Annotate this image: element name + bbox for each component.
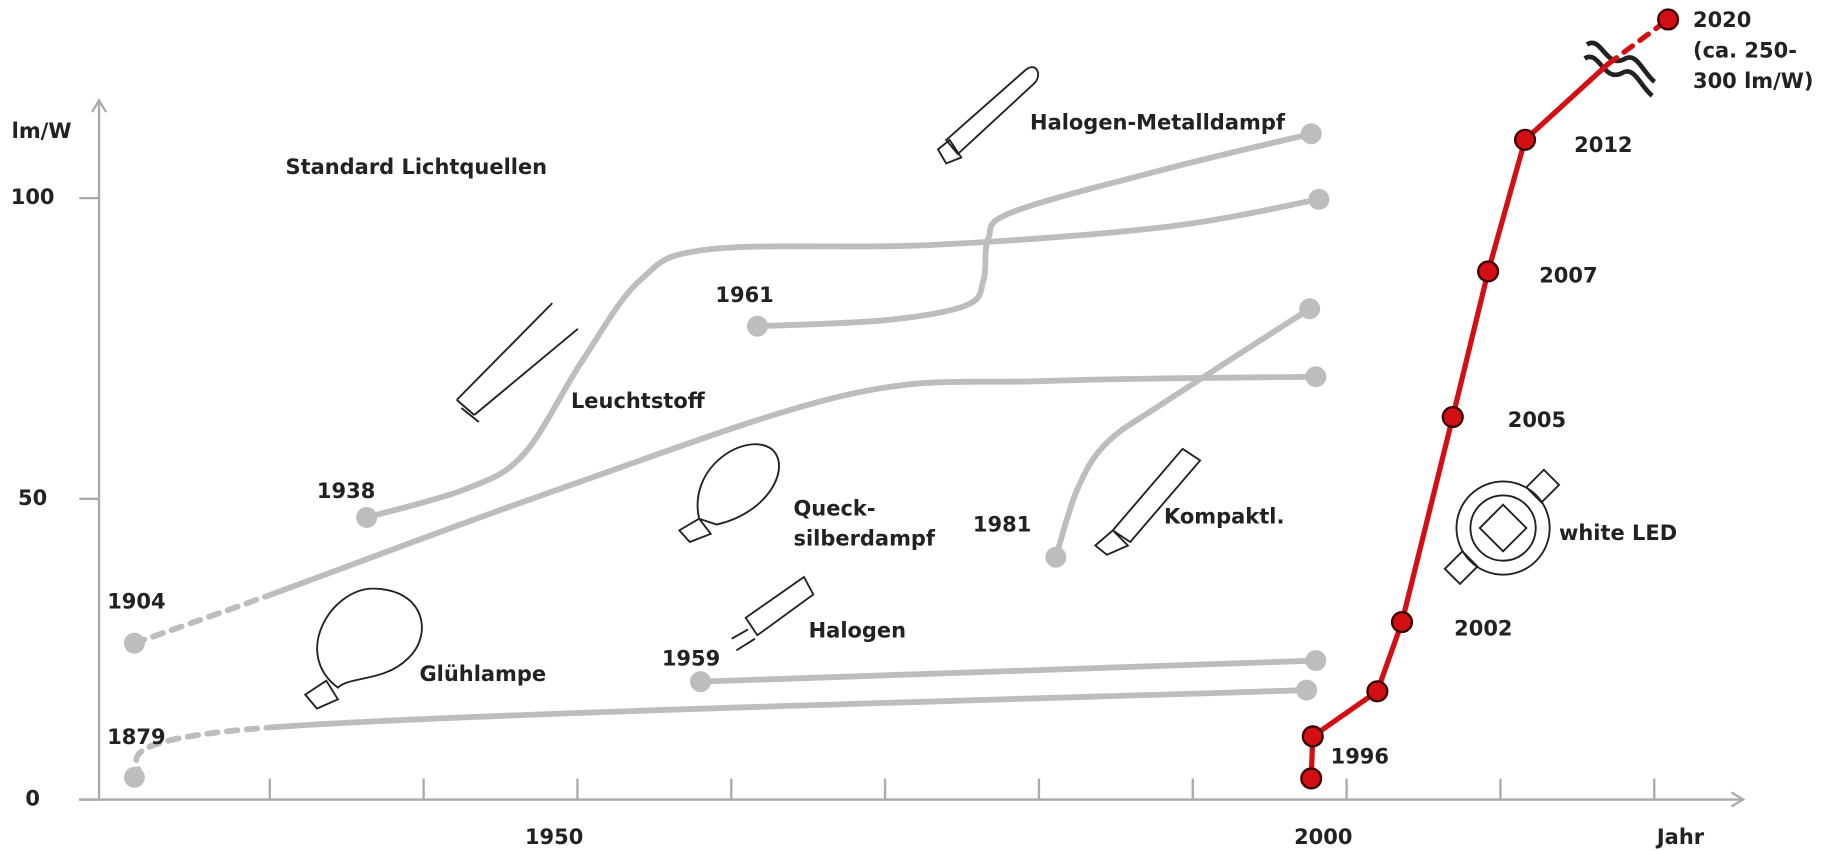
y-tick-label: 50 (18, 486, 47, 510)
series-label: Glühlampe (419, 662, 546, 686)
series-label: Halogen-Metalldampf (1030, 111, 1286, 135)
line-segment (1525, 64, 1608, 140)
line-segment (271, 690, 1306, 727)
line-segment (465, 454, 523, 489)
line-segment (1488, 140, 1525, 272)
point-marker (1367, 681, 1387, 701)
icon-mercury (679, 444, 779, 542)
point-marker (1303, 726, 1323, 746)
line-segment (1313, 691, 1378, 736)
point-marker (1392, 612, 1412, 632)
x-tick-label: 2000 (1294, 825, 1352, 849)
series-label: silberdampf (793, 527, 935, 551)
icon-bulb (317, 589, 422, 688)
x-tick-label: 1950 (525, 825, 583, 849)
line-segment (641, 249, 710, 280)
point-marker (124, 767, 145, 788)
icon-led-details (1445, 470, 1559, 584)
series-label: Queck- (793, 496, 875, 520)
point-marker (1515, 130, 1535, 150)
line-segment (1013, 169, 1165, 212)
line-segment (850, 381, 1048, 394)
y-tick-label: 100 (11, 185, 55, 209)
icon-halogen (732, 577, 814, 650)
series-label: Halogen (809, 619, 906, 643)
start-year-label: 1904 (107, 590, 165, 614)
chart: lm/W Jahr Standard Lichtquellen 0 50 100 19… (0, 0, 1827, 851)
series-label: Leuchtstoff (571, 389, 706, 413)
point-marker (1299, 298, 1320, 319)
point-marker (1296, 680, 1317, 701)
line-segment (367, 489, 465, 517)
line-segment (757, 320, 885, 326)
point-marker (747, 316, 768, 337)
start-year-label: 1959 (662, 647, 720, 671)
line-segment (984, 239, 989, 280)
point-marker (1301, 123, 1322, 144)
series-label: white LED (1559, 521, 1677, 545)
point-marker (124, 633, 145, 654)
chart-title: Standard Lichtquellen (285, 155, 547, 179)
point-label: 2005 (1508, 408, 1566, 432)
line-segment (1107, 402, 1165, 443)
line-segment (710, 245, 932, 249)
line-segment (931, 227, 1165, 245)
start-year-label: 1938 (317, 479, 375, 503)
point-marker (1478, 262, 1498, 282)
point-label: 2002 (1454, 616, 1512, 640)
start-year-label: 1961 (715, 283, 773, 307)
line-segment (1165, 199, 1319, 227)
line-segment (701, 661, 1316, 682)
point-marker (1045, 547, 1066, 568)
markers (124, 10, 1678, 789)
note-label: 300 lm/W) (1693, 69, 1813, 93)
line-segment (885, 305, 967, 320)
lines (134, 19, 1668, 778)
point-marker (1658, 10, 1678, 30)
point-marker (1305, 650, 1326, 671)
point-label: 1996 (1331, 745, 1389, 769)
icon-metal-halide (938, 67, 1038, 163)
point-label: 2007 (1539, 263, 1597, 287)
axis-break (1585, 43, 1655, 96)
line-segment (1608, 19, 1668, 64)
note-label: (ca. 250- (1693, 38, 1797, 62)
line-segment (1056, 489, 1078, 557)
point-label: 2020 (1693, 8, 1751, 32)
x-axis-label: Jahr (1655, 825, 1705, 849)
line-segment (1165, 309, 1310, 402)
start-year-label: 1879 (107, 725, 165, 749)
line-segment (967, 280, 984, 305)
line-segment (1453, 271, 1488, 417)
point-marker (690, 671, 711, 692)
point-marker (1308, 189, 1329, 210)
line-segment (1165, 134, 1311, 169)
line-segment (1048, 377, 1316, 381)
line-segment (582, 280, 640, 361)
y-tick-label: 0 (25, 787, 40, 811)
line-segment (1402, 417, 1453, 622)
point-marker (1443, 407, 1463, 427)
point-marker (356, 507, 377, 528)
point-marker (1301, 769, 1321, 789)
line-segment (1077, 443, 1106, 489)
icon-cfl (1095, 449, 1200, 555)
series-label: Kompaktl. (1164, 505, 1284, 529)
point-label: 2012 (1574, 133, 1632, 157)
line-segment (988, 212, 1013, 239)
y-axis-label: lm/W (12, 119, 72, 143)
point-marker (1305, 366, 1326, 387)
start-year-label: 1981 (973, 513, 1031, 537)
